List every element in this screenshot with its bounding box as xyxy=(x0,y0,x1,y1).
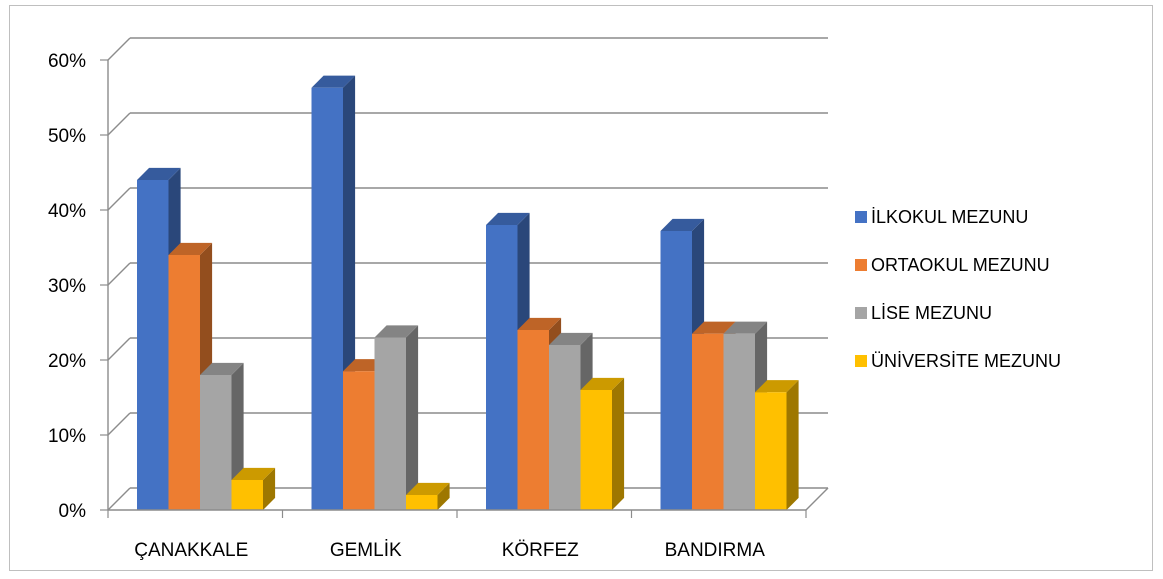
bar-top xyxy=(374,325,419,338)
legend-item: ÜNİVERSİTE MEZUNU xyxy=(855,351,1061,371)
bars xyxy=(137,75,799,511)
legend-label: ORTAOKUL MEZUNU xyxy=(871,255,1050,275)
legend-label: LİSE MEZUNU xyxy=(871,303,992,323)
legend-swatch xyxy=(855,307,867,319)
x-tick-label: BANDIRMA xyxy=(665,540,766,561)
floor-right-edge xyxy=(805,487,829,511)
gridline-diagonal xyxy=(107,187,131,211)
bar-top xyxy=(168,242,213,255)
bar xyxy=(580,377,625,510)
bar-front xyxy=(231,480,263,510)
legend-item: İLKOKUL MEZUNU xyxy=(855,207,1028,227)
bar-front xyxy=(660,231,692,510)
legend-label: ÜNİVERSİTE MEZUNU xyxy=(871,351,1061,371)
bar-top xyxy=(755,380,799,393)
bar xyxy=(311,75,356,511)
gridline-diagonal xyxy=(107,112,131,136)
bar-front xyxy=(406,495,438,510)
gridline-diagonal xyxy=(107,337,131,361)
bar-front xyxy=(374,337,406,510)
y-tick-label: 30% xyxy=(48,276,86,297)
bar xyxy=(374,325,419,510)
bar-top xyxy=(231,467,276,480)
bar-top xyxy=(580,377,625,390)
legend-label: İLKOKUL MEZUNU xyxy=(871,207,1028,227)
y-tick-label: 40% xyxy=(48,201,86,222)
y-tick-label: 20% xyxy=(48,351,86,372)
bar-top xyxy=(486,212,530,225)
bar-side xyxy=(406,325,419,510)
bar-top xyxy=(200,362,244,375)
bar-side xyxy=(786,380,799,510)
bar-top xyxy=(517,317,562,330)
bar-front xyxy=(723,333,755,510)
legend-swatch xyxy=(855,259,867,271)
y-tick-label: 10% xyxy=(48,426,86,447)
bar-top xyxy=(549,332,593,345)
bar-front xyxy=(580,390,612,510)
y-tick-label: 60% xyxy=(48,51,86,72)
axes: 0% 10% 20% 30% 40% 50% 60% ÇANAKKALE GEMLİK KÖRFE… xyxy=(48,51,829,561)
bar-side xyxy=(612,377,625,510)
y-tick-label: 50% xyxy=(48,126,86,147)
bar-side xyxy=(263,467,276,510)
legend: İLKOKUL MEZUNU ORTAOKUL MEZUNU LİSE MEZUNU… xyxy=(855,207,1061,371)
x-tick-label: GEMLİK xyxy=(330,540,402,561)
bar xyxy=(755,380,799,510)
bar-top xyxy=(311,75,356,88)
bar-top xyxy=(406,482,450,495)
bar xyxy=(406,482,450,510)
bar-front xyxy=(755,392,787,510)
legend-item: ORTAOKUL MEZUNU xyxy=(855,255,1050,275)
bar-top xyxy=(660,218,705,231)
bar-front xyxy=(168,255,200,510)
x-tick-label: ÇANAKKALE xyxy=(134,540,248,561)
bar-top xyxy=(137,167,181,180)
bar-front xyxy=(343,371,375,510)
bar-top xyxy=(723,321,768,334)
legend-item: LİSE MEZUNU xyxy=(855,303,992,323)
gridline-diagonal xyxy=(107,412,131,436)
y-tick-label: 0% xyxy=(59,501,87,522)
bar-front xyxy=(137,180,169,510)
bar-front xyxy=(692,333,724,510)
bar xyxy=(231,467,276,510)
bar-front xyxy=(311,87,343,510)
bar-front xyxy=(517,330,549,510)
x-tick-label: KÖRFEZ xyxy=(502,540,579,561)
gridline-diagonal xyxy=(107,487,131,511)
gridline-diagonal xyxy=(107,37,131,61)
gridline-diagonal xyxy=(107,262,131,286)
bar-top xyxy=(692,321,736,334)
bar-front xyxy=(486,225,518,510)
legend-swatch xyxy=(855,211,867,223)
bar-front xyxy=(549,345,581,510)
bar-side xyxy=(437,482,450,510)
bar-front xyxy=(200,375,232,510)
legend-swatch xyxy=(855,355,867,367)
